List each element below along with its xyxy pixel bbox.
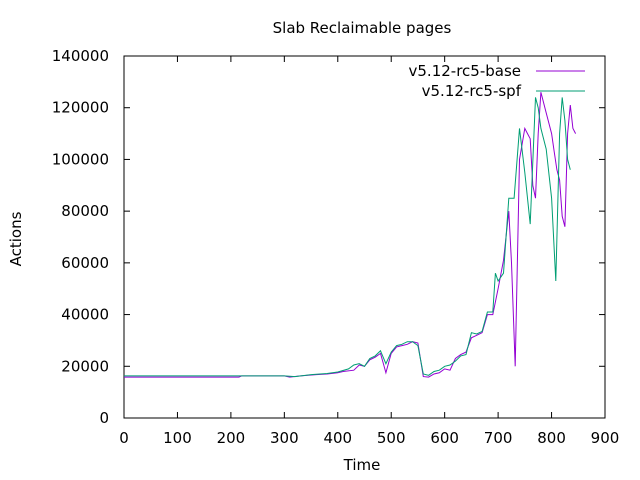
x-tick-label: 500 (377, 429, 406, 447)
x-tick-label: 900 (591, 429, 620, 447)
y-tick-label: 40000 (61, 306, 109, 324)
series-line-1 (124, 92, 577, 378)
x-tick-label: 200 (217, 429, 246, 447)
y-axis-label: Actions (7, 211, 25, 266)
axis-ticks: 0 100 200 300 400 500 600 700 800 900 0 20000 40000 6… (52, 47, 620, 447)
y-tick-label: 80000 (61, 202, 109, 220)
legend: v5.12-rc5-base v5.12-rc5-spf (409, 62, 585, 100)
x-tick-label: 600 (430, 429, 459, 447)
y-tick-label: 20000 (61, 357, 109, 375)
x-tick-label: 700 (484, 429, 513, 447)
y-tick-label: 0 (99, 409, 109, 427)
x-tick-label: 300 (270, 429, 299, 447)
chart-title: Slab Reclaimable pages (273, 19, 452, 37)
y-tick-label: 120000 (52, 99, 109, 117)
y-tick-label: 100000 (52, 150, 109, 168)
plot-frame (123, 55, 606, 419)
y-tick-label: 140000 (52, 47, 109, 65)
x-tick-label: 100 (163, 429, 192, 447)
legend-label-2: v5.12-rc5-spf (422, 82, 522, 100)
x-tick-label: 800 (537, 429, 566, 447)
x-tick-label: 400 (323, 429, 352, 447)
legend-label-1: v5.12-rc5-base (409, 62, 522, 80)
series-line-2 (124, 97, 571, 378)
y-tick-label: 60000 (61, 254, 109, 272)
x-axis-label: Time (343, 456, 381, 474)
series-group (124, 92, 577, 378)
x-tick-label: 0 (119, 429, 129, 447)
